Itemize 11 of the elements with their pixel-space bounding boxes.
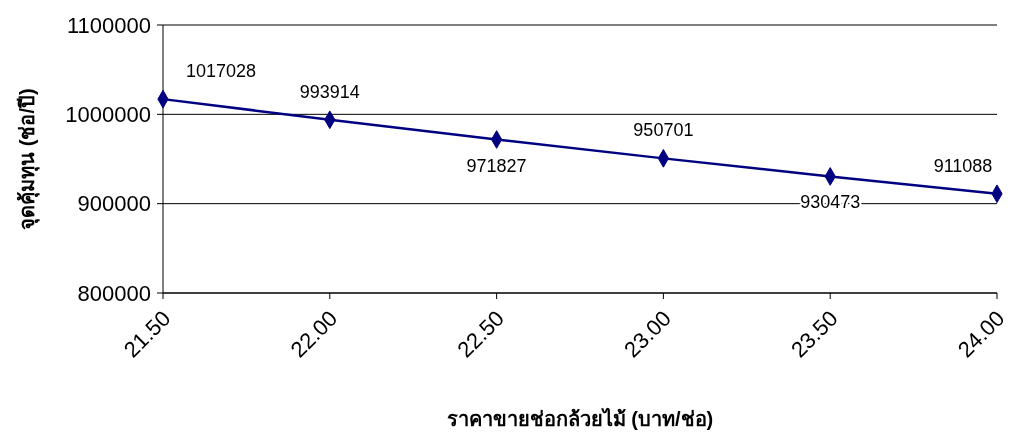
y-tick-label: 800000 — [77, 280, 151, 306]
y-axis-title: จุดคุ้มทุน (ช่อ/ปี) — [16, 88, 40, 230]
data-label: 950701 — [633, 120, 694, 141]
y-tick-label: 1100000 — [66, 12, 151, 38]
data-label: 1017028 — [185, 61, 257, 82]
data-label: 911088 — [933, 155, 993, 176]
data-label: 971827 — [466, 155, 527, 176]
data-label: 993914 — [299, 81, 360, 102]
x-axis-title: ราคาขายช่อกล้วยไม้ (บาท/ช่อ) — [446, 407, 714, 430]
y-tick-label: 1000000 — [65, 102, 151, 128]
y-tick-label: 900000 — [77, 191, 151, 217]
